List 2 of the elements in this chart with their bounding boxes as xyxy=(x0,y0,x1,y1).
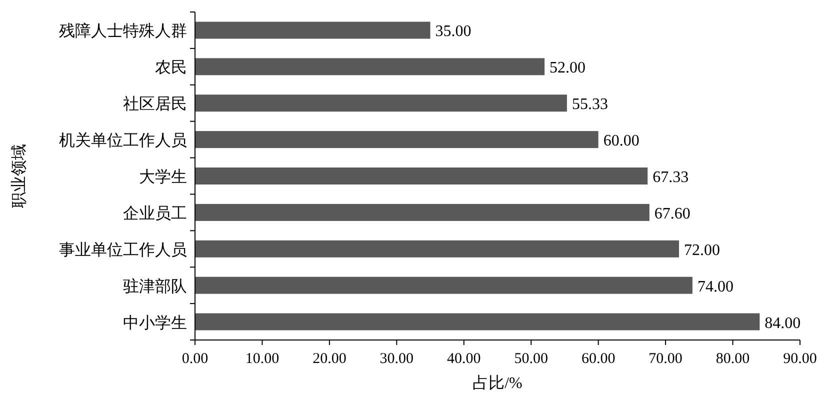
xlabel: 占比/% xyxy=(472,375,522,392)
ylabel: 职业领域 xyxy=(11,144,28,208)
